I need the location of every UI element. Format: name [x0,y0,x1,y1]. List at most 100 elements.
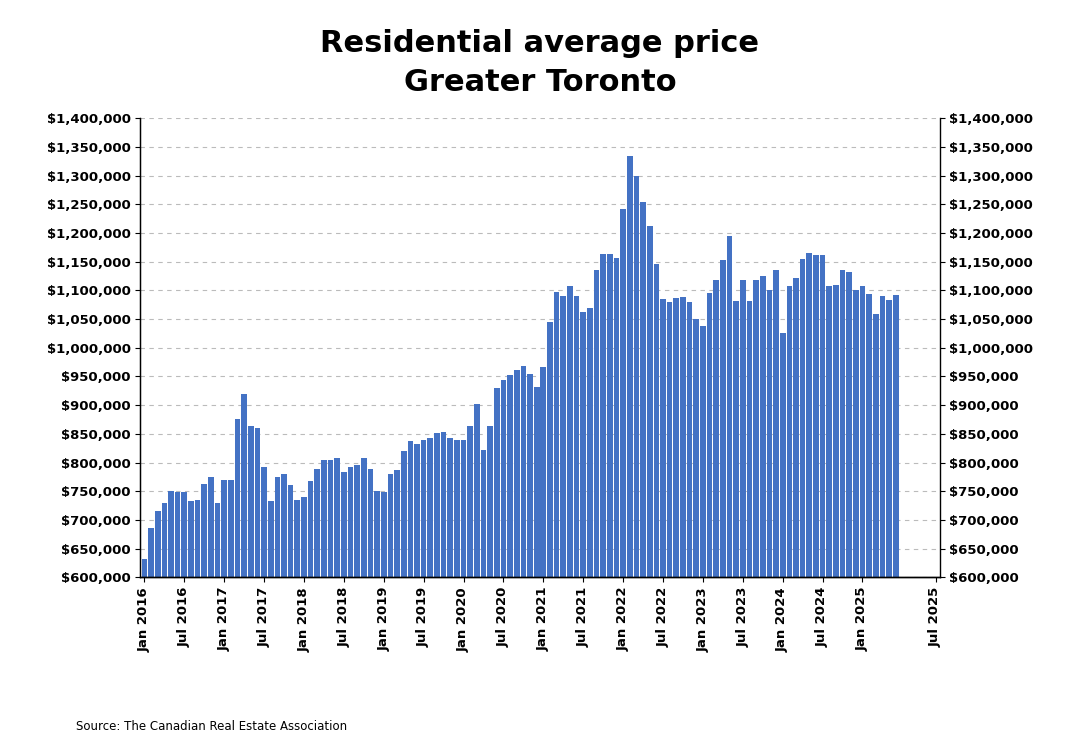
Bar [540,367,546,577]
Bar [361,459,366,577]
Bar [634,176,639,577]
Bar [594,270,599,577]
Bar [607,255,612,577]
Bar [468,426,473,577]
Bar [234,420,240,577]
Bar [394,470,400,577]
Bar [474,404,480,577]
Bar [680,297,686,577]
Bar [647,226,652,577]
Bar [866,295,872,577]
Bar [162,502,167,577]
Bar [640,202,646,577]
Bar [508,375,513,577]
Bar [248,426,254,577]
Bar [288,485,294,577]
Bar [281,474,287,577]
Bar [773,270,779,577]
Bar [188,502,193,577]
Bar [847,272,852,577]
Bar [414,444,420,577]
Bar [514,370,519,577]
Bar [760,276,766,577]
Bar [241,394,247,577]
Bar [807,253,812,577]
Bar [181,492,187,577]
Bar [687,302,692,577]
Bar [261,466,267,577]
Bar [428,438,433,577]
Bar [321,460,327,577]
Bar [620,209,626,577]
Bar [706,293,713,577]
Bar [348,466,353,577]
Bar [554,292,559,577]
Bar [221,480,227,577]
Bar [700,326,705,577]
Bar [208,477,214,577]
Bar [501,380,507,577]
Bar [653,264,659,577]
Bar [714,280,719,577]
Bar [327,460,334,577]
Bar [860,286,865,577]
Bar [168,491,174,577]
Bar [494,388,500,577]
Bar [421,440,427,577]
Bar [441,432,446,577]
Bar [148,528,153,577]
Bar [727,236,732,577]
Bar [154,511,161,577]
Bar [548,322,553,577]
Bar [487,426,492,577]
Bar [274,477,280,577]
Text: Source: The Canadian Real Estate Association: Source: The Canadian Real Estate Associa… [76,719,347,733]
Bar [354,465,360,577]
Bar [693,318,699,577]
Bar [401,451,406,577]
Bar [228,480,233,577]
Bar [481,451,486,577]
Bar [793,278,799,577]
Bar [268,502,273,577]
Bar [567,286,572,577]
Bar [194,500,201,577]
Bar [527,374,532,577]
Bar [660,299,666,577]
Bar [588,308,593,577]
Bar [780,333,785,577]
Bar [447,438,454,577]
Bar [434,433,440,577]
Bar [767,290,772,577]
Bar [833,286,839,577]
Bar [367,469,374,577]
Title: Residential average price
Greater Toronto: Residential average price Greater Toront… [321,30,759,97]
Bar [308,482,313,577]
Bar [826,286,832,577]
Bar [314,469,320,577]
Bar [573,296,579,577]
Bar [407,441,414,577]
Bar [674,298,679,577]
Bar [873,314,879,577]
Bar [201,484,207,577]
Bar [786,286,792,577]
Bar [295,500,300,577]
Bar [740,280,745,577]
Bar [853,290,859,577]
Bar [255,428,260,577]
Bar [521,366,526,577]
Bar [375,491,380,577]
Bar [666,303,673,577]
Bar [720,260,726,577]
Bar [600,255,606,577]
Bar [141,559,147,577]
Bar [215,502,220,577]
Bar [461,440,467,577]
Bar [800,260,806,577]
Bar [580,312,586,577]
Bar [887,300,892,577]
Bar [893,295,899,577]
Bar [534,387,540,577]
Bar [746,300,753,577]
